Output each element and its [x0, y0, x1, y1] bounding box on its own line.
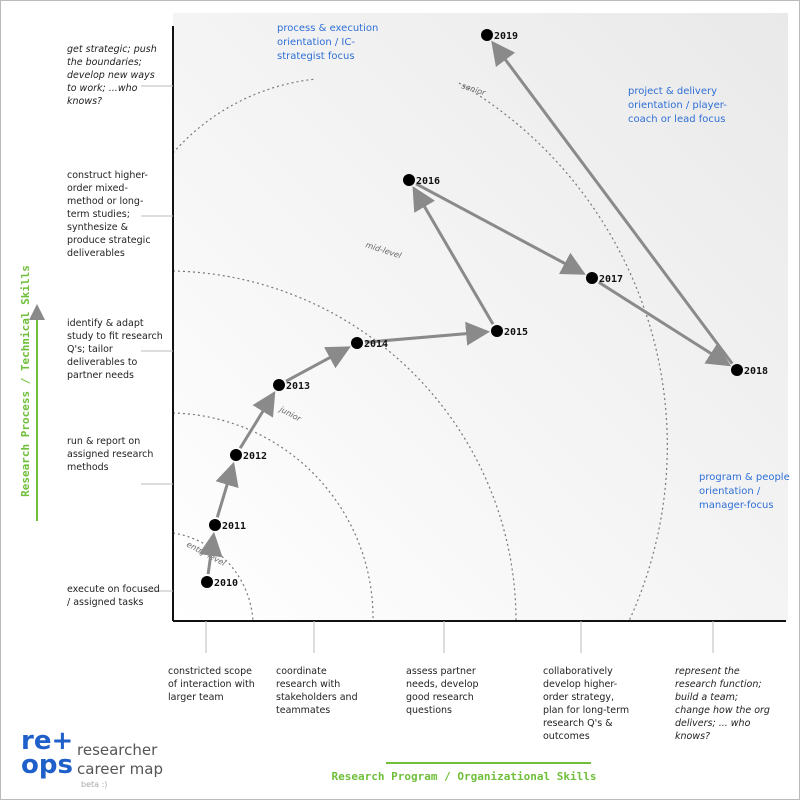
y-level-label: execute on focused / assigned tasks	[67, 584, 160, 608]
milestone-label: 2011	[222, 521, 246, 532]
logo-mark: ops	[21, 750, 73, 780]
milestone-label: 2015	[504, 327, 528, 338]
milestone	[201, 576, 213, 588]
milestone-label: 2014	[364, 339, 388, 350]
x-level-label: collaboratively develop higher-order str…	[543, 666, 630, 742]
milestone-label: 2017	[599, 274, 623, 285]
milestone-label: 2019	[494, 31, 518, 42]
milestone	[230, 449, 242, 461]
milestone-label: 2018	[744, 366, 768, 377]
y-level-label: construct higher-order mixed-method or l…	[67, 170, 151, 259]
milestone-label: 2016	[416, 176, 440, 187]
y-level-label: run & report on assigned research method…	[67, 436, 154, 473]
logo-mark: re+	[21, 726, 73, 756]
zone-label: program & people orientation / manager-f…	[699, 472, 790, 511]
logo-name: researcher career map	[77, 741, 163, 778]
x-level-label: represent the research function; build a…	[675, 666, 770, 742]
milestone-label: 2010	[214, 578, 238, 589]
milestone	[586, 272, 598, 284]
arrow	[198, 531, 223, 575]
milestone	[209, 519, 221, 531]
arrow	[491, 40, 734, 365]
x-axis-title: Research Program / Organizational Skills	[332, 770, 597, 783]
arrow	[415, 182, 586, 275]
y-axis-title: Research Process / Technical Skills	[19, 265, 32, 497]
x-level-label: assess partner needs, develop good resea…	[406, 666, 479, 716]
arrow	[238, 390, 276, 449]
arrow	[597, 281, 732, 367]
milestone	[491, 325, 503, 337]
zone-label: project & delivery orientation / player-…	[628, 86, 727, 125]
milestone-label: 2013	[286, 381, 310, 392]
zone-label: process & execution orientation / IC-str…	[277, 23, 379, 62]
arrow	[364, 321, 491, 346]
milestone	[481, 29, 493, 41]
rings	[172, 78, 668, 622]
milestone	[273, 379, 285, 391]
y-level-label: get strategic; push the boundaries; deve…	[67, 44, 157, 107]
y-level-label: identify & adapt study to fit research Q…	[67, 318, 163, 381]
milestone	[403, 174, 415, 186]
arrow	[285, 346, 351, 383]
arrow	[412, 186, 495, 325]
background	[173, 13, 788, 621]
milestone	[731, 364, 743, 376]
milestone-label: 2012	[243, 451, 267, 462]
x-level-label: constricted scope of interaction with la…	[168, 666, 255, 703]
x-level-label: coordinate research with stakeholders an…	[276, 666, 358, 716]
logo-tag: beta :)	[81, 780, 108, 789]
milestone	[351, 337, 363, 349]
arrow	[215, 461, 239, 518]
